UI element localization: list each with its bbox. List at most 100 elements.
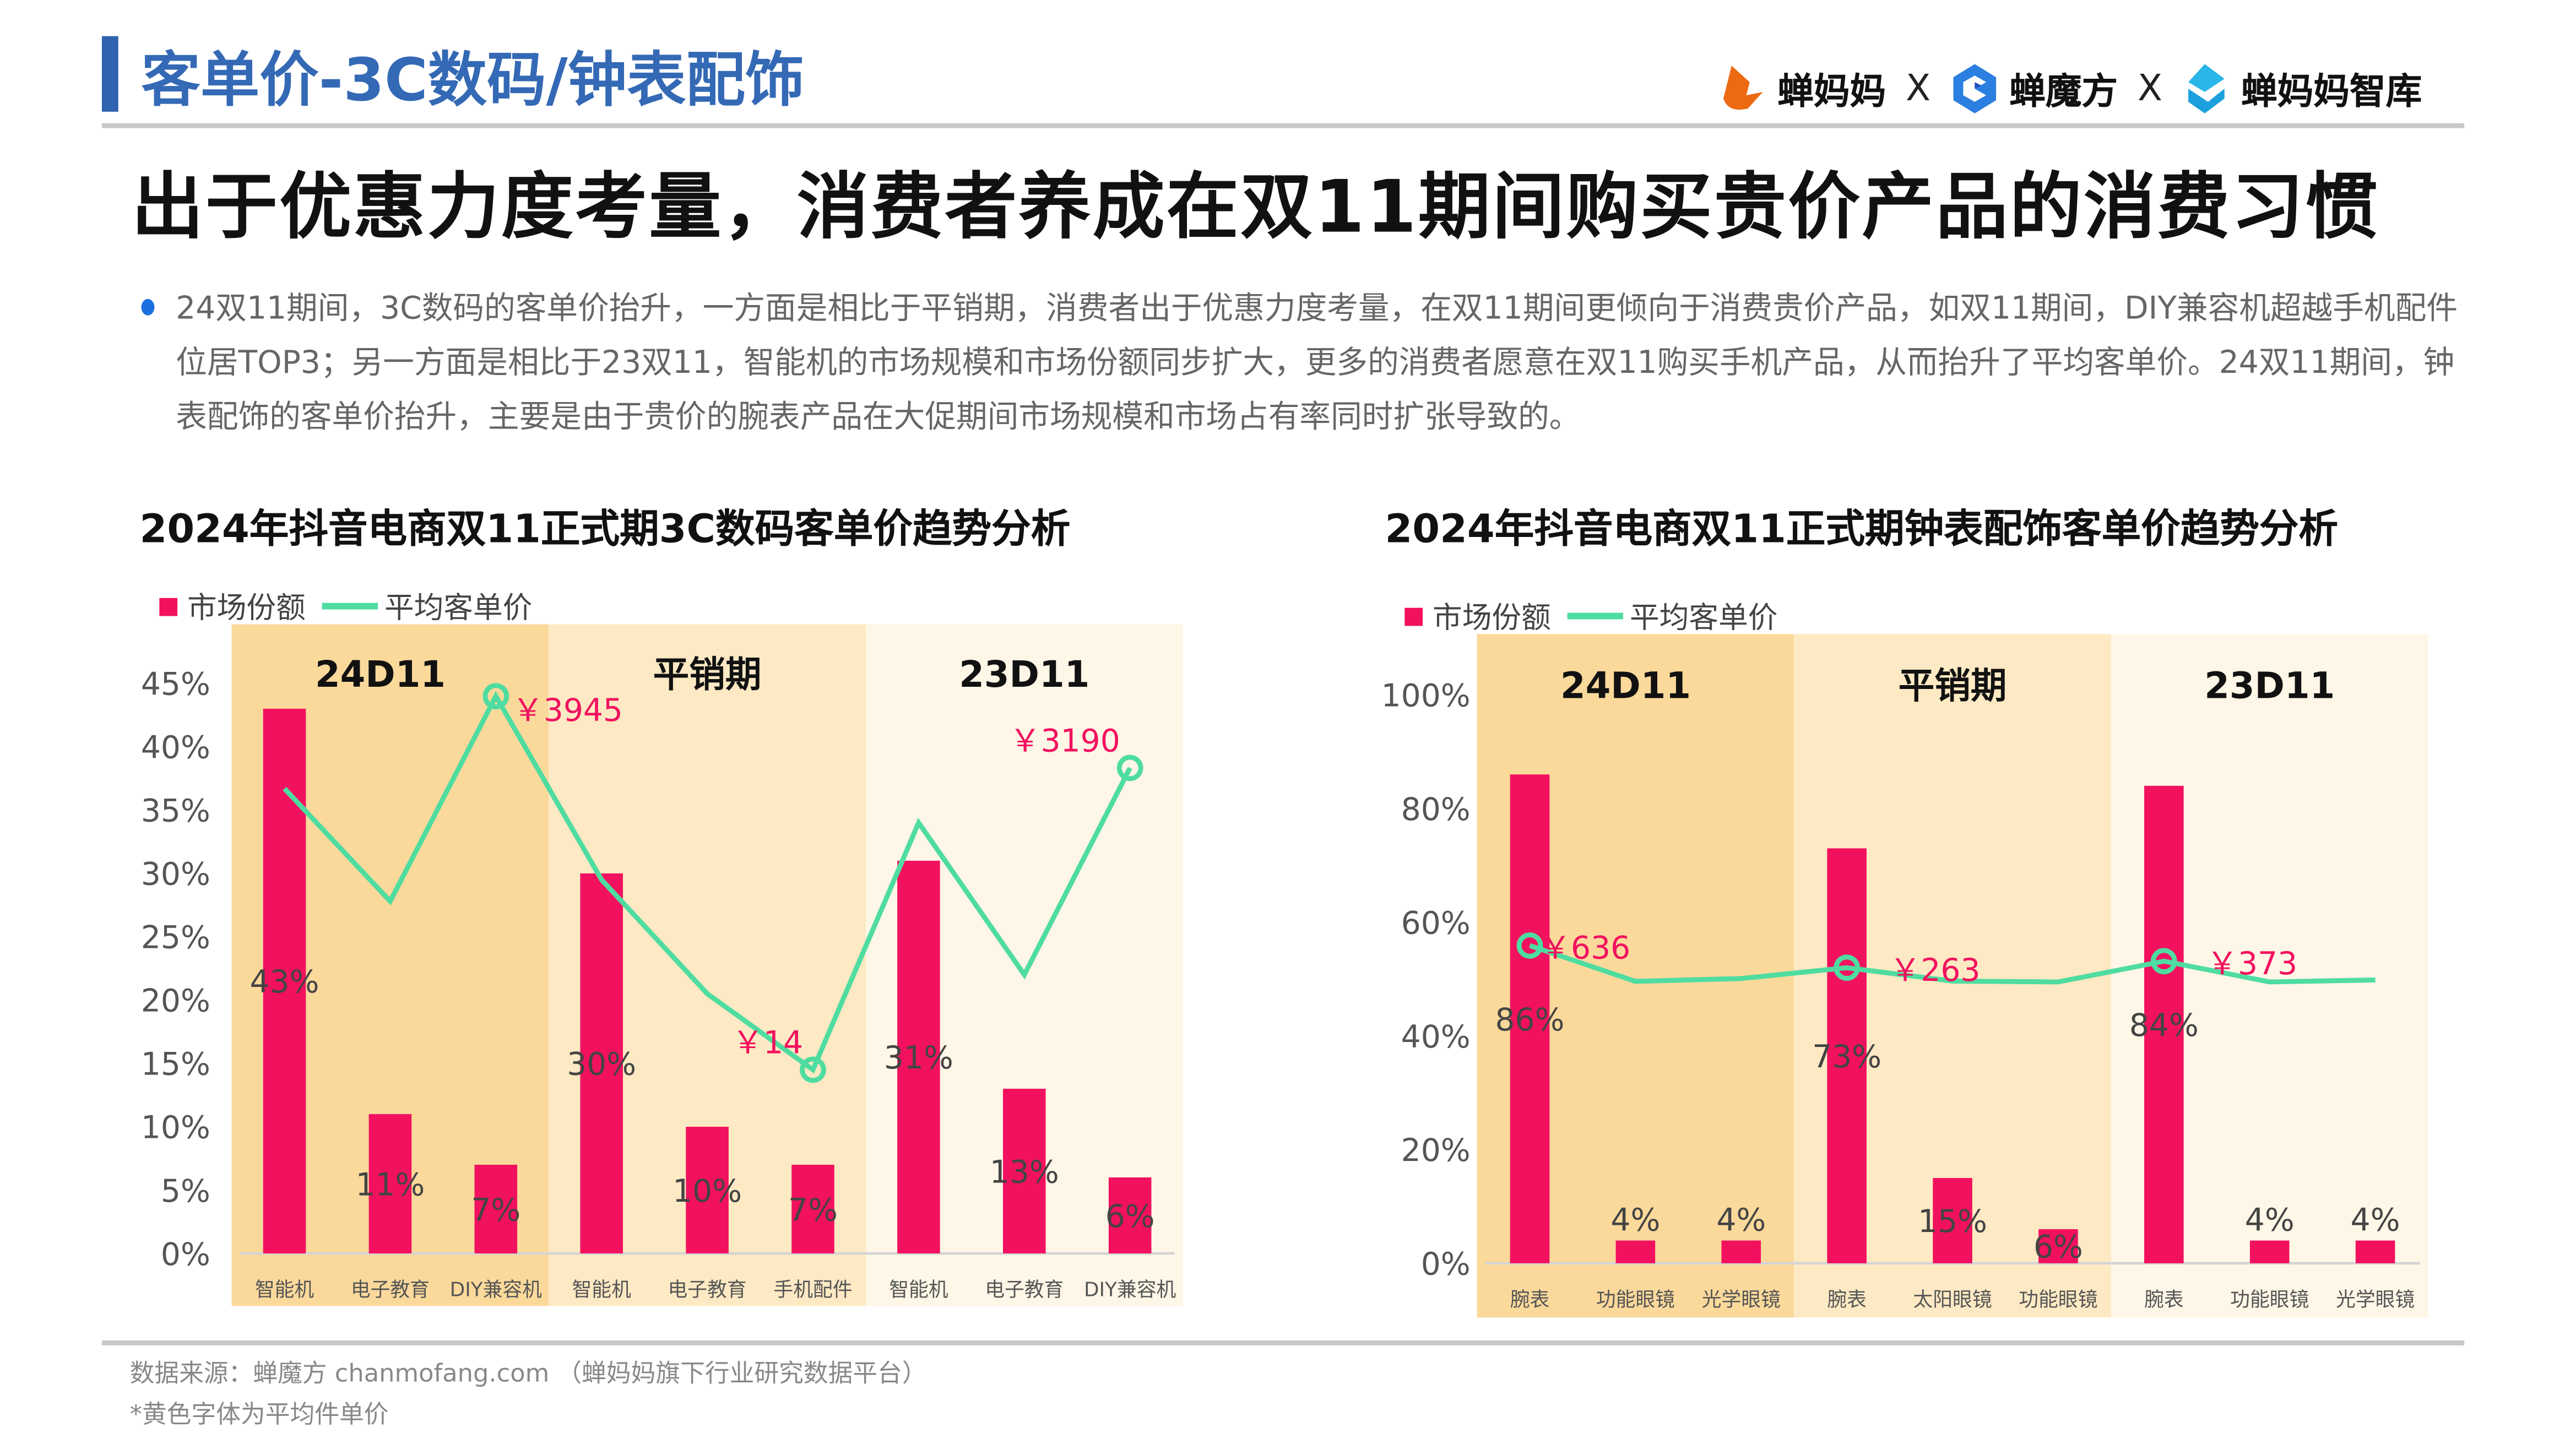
price-label: ￥3945 [512, 692, 623, 729]
legend-label-share: 市场份额 [1433, 601, 1551, 636]
y-tick-label: 20% [141, 983, 210, 1019]
bar [1002, 1088, 1046, 1253]
y-tick-label: 0% [1421, 1246, 1471, 1283]
y-tick-label: 40% [1401, 1019, 1471, 1055]
bar-value-label: 4% [1610, 1202, 1660, 1239]
category-label: 智能机 [572, 1278, 632, 1301]
logo-chanmofang: 蝉魔方 [2009, 72, 2118, 113]
bar-value-label: 43% [250, 964, 319, 1000]
bar [1721, 1240, 1761, 1263]
bar-value-label: 30% [567, 1046, 636, 1083]
bar [686, 1126, 729, 1253]
bar-value-label: 15% [1918, 1203, 1987, 1240]
price-point-marker [1834, 954, 1861, 981]
legend-label-price: 平均客单价 [1629, 601, 1778, 636]
y-tick-label: 80% [1401, 791, 1471, 828]
bar-value-label: 31% [884, 1040, 953, 1076]
category-label: 手机配件 [773, 1278, 852, 1301]
price-label: ￥636 [1539, 930, 1630, 967]
category-label: 光学眼镜 [1702, 1288, 1781, 1311]
y-tick-label: 0% [161, 1236, 210, 1273]
bar-value-label: 6% [1105, 1198, 1155, 1235]
page-title: 客单价-3C数码/钟表配饰 [141, 47, 805, 115]
bar [2038, 1229, 2078, 1263]
legend-bar-swatch [159, 597, 178, 616]
legend-watch: 市场份额 平均客单价 [1404, 595, 1777, 638]
bar [1933, 1177, 1972, 1263]
category-label: 腕表 [1827, 1288, 1867, 1311]
y-tick-label: 100% [1381, 678, 1471, 714]
category-label: 功能眼镜 [2019, 1288, 2097, 1311]
category-label: 光学眼镜 [2336, 1288, 2415, 1311]
price-point-marker [800, 1056, 826, 1083]
bar-value-label: 7% [788, 1192, 838, 1228]
data-source: 数据来源：蝉魔方 chanmofang.com （蝉妈妈旗下行业研究数据平台） [129, 1358, 927, 1388]
y-tick-label: 40% [141, 730, 210, 766]
bar [1827, 848, 1867, 1263]
period-label: 平销期 [1899, 665, 2007, 707]
summary-paragraph: 24双11期间，3C数码的客单价抬升，一方面是相比于平销期，消费者出于优惠力度考… [176, 290, 2458, 436]
bar [2355, 1240, 2395, 1263]
bar [368, 1114, 412, 1253]
bar [791, 1164, 834, 1253]
bar [580, 873, 623, 1253]
legend-line-swatch [1567, 612, 1624, 620]
period-label: 24D11 [315, 654, 446, 696]
bar-value-label: 10% [673, 1173, 742, 1209]
bar-value-label: 4% [2351, 1202, 2400, 1239]
legend-label-price: 平均客单价 [384, 591, 533, 626]
category-label: DIY兼容机 [450, 1278, 543, 1301]
bar-value-label: 4% [2245, 1202, 2295, 1239]
price-point-marker [1116, 755, 1143, 782]
bar-value-label: 13% [990, 1154, 1059, 1190]
category-label: 功能眼镜 [1596, 1288, 1675, 1311]
y-tick-label: 35% [141, 793, 210, 829]
category-label: 腕表 [1510, 1288, 1550, 1311]
bar-value-label: 73% [1812, 1039, 1881, 1075]
bar-value-label: 7% [471, 1192, 520, 1228]
bar [474, 1164, 518, 1253]
footnote: *黄色字体为平均件单价 [129, 1399, 389, 1430]
y-tick-label: 5% [161, 1173, 210, 1209]
category-label: 智能机 [255, 1278, 314, 1301]
price-label: ￥373 [2206, 946, 2297, 982]
period-label: 24D11 [1560, 665, 1691, 707]
legend-line-swatch [322, 603, 378, 610]
category-label: 电子教育 [985, 1278, 1064, 1301]
legend-bar-swatch [1404, 607, 1423, 625]
chart-title-watch: 2024年抖音电商双11正式期钟表配饰客单价趋势分析 [1385, 506, 2339, 552]
chanmama-zhiku-logo-icon [2188, 64, 2225, 113]
category-label: 电子教育 [668, 1278, 747, 1301]
title-accent-bar [101, 36, 118, 112]
category-label: 腕表 [2144, 1288, 2184, 1311]
y-tick-label: 15% [141, 1046, 210, 1083]
price-label: ￥3190 [1010, 723, 1120, 759]
period-label: 平销期 [653, 654, 762, 696]
chanmofang-logo-icon [1953, 64, 1997, 113]
category-label: 电子教育 [351, 1278, 430, 1301]
bar [263, 708, 306, 1253]
bar [1510, 774, 1550, 1263]
legend-3c: 市场份额 平均客单价 [159, 585, 532, 628]
category-label: 功能眼镜 [2230, 1288, 2309, 1311]
category-label: DIY兼容机 [1084, 1278, 1176, 1301]
bar-value-label: 86% [1495, 1002, 1565, 1038]
bar-value-label: 84% [2129, 1007, 2199, 1044]
price-line [283, 691, 1132, 1074]
category-label: 太阳眼镜 [1913, 1288, 1992, 1311]
bar-value-label: 4% [1716, 1202, 1766, 1239]
header-divider [101, 123, 2465, 128]
category-label: 智能机 [889, 1278, 948, 1301]
price-point-marker [1516, 932, 1543, 959]
bar-value-label: 11% [355, 1166, 425, 1203]
bar [1108, 1177, 1152, 1253]
legend-label-share: 市场份额 [187, 591, 306, 626]
logo-separator: X [2137, 68, 2162, 110]
bar-value-label: 6% [2033, 1229, 2083, 1266]
price-point-marker [2150, 948, 2177, 975]
price-label: ￥263 [1890, 952, 1981, 989]
bullet-icon [141, 299, 155, 316]
